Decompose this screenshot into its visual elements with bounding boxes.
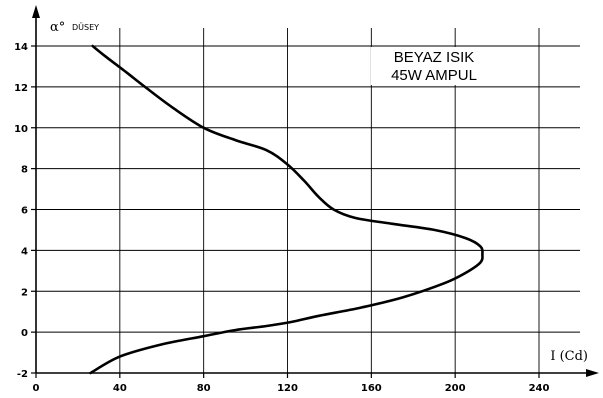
y-tick-label: -2 <box>17 369 28 380</box>
x-tick-label: 240 <box>529 383 550 394</box>
x-axis-arrow-icon <box>586 369 599 377</box>
series-line <box>89 44 484 375</box>
annotation-box: BEYAZ ISIK 45W AMPUL <box>371 47 497 85</box>
x-tick-label: 160 <box>361 383 382 394</box>
y-axis-arrow-icon <box>32 5 40 18</box>
x-tick-label: 0 <box>33 383 40 394</box>
y-tick-label: 8 <box>21 165 28 176</box>
annotation-background <box>371 47 497 85</box>
y-tick-label: 0 <box>21 328 28 339</box>
tick-labels: -2 0 2 4 6 8 10 12 14 0 40 80 120 160 200 240 <box>14 42 549 394</box>
y-tick-label: 6 <box>21 206 28 217</box>
x-tick-label: 80 <box>197 383 211 394</box>
y-tick-label: 10 <box>14 124 28 135</box>
series <box>89 44 484 375</box>
annotation-line-2: 45W AMPUL <box>391 67 477 84</box>
x-axis-title: I (Cd) <box>550 349 588 364</box>
y-tick-label: 2 <box>21 287 28 298</box>
y-tick-label: 14 <box>14 42 28 53</box>
axes <box>32 5 599 377</box>
y-tick-label: 12 <box>14 83 28 94</box>
y-axis-title-symbol: α° <box>50 20 65 35</box>
grid <box>36 28 580 373</box>
y-axis-title-text: DÜSEY <box>72 22 99 32</box>
x-tick-label: 200 <box>445 383 466 394</box>
x-tick-label: 40 <box>113 383 127 394</box>
y-tick-label: 4 <box>21 246 28 257</box>
annotation-line-1: BEYAZ ISIK <box>394 49 475 66</box>
x-tick-label: 120 <box>277 383 298 394</box>
